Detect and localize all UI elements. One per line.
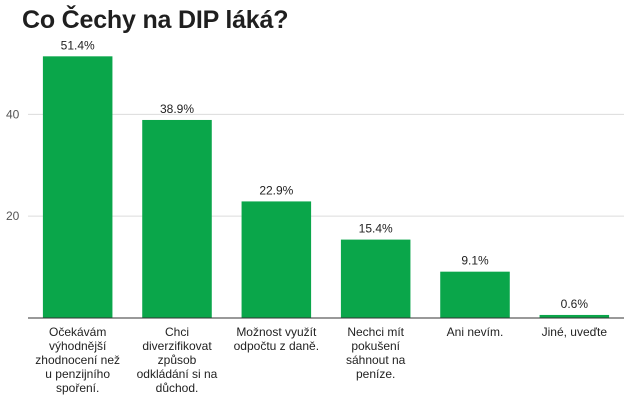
category-label: Možnost využít odpočtu z daně. (234, 325, 319, 353)
data-label: 0.6% (561, 297, 589, 311)
bar (340, 239, 411, 318)
category-label-line: diverzifikovat (142, 339, 212, 353)
gridlines (28, 113, 624, 217)
data-label: 51.4% (61, 38, 95, 52)
data-label: 9.1% (461, 254, 489, 268)
category-label: Ani nevím. (447, 325, 504, 339)
category-label: Jiné, uveďte (542, 325, 608, 339)
data-labels: 51.4% 38.9% 22.9% 15.4% 9.1% 0.6% (61, 38, 589, 311)
bar (42, 56, 113, 319)
category-label-line: odpočtu z daně. (234, 339, 319, 353)
category-label-line: Možnost využít (236, 325, 317, 339)
category-label-line: pokušení (351, 339, 400, 353)
chart-title: Co Čechy na DIP láká? (22, 6, 289, 34)
category-label: Chci diverzifikovat způsob odkládání si na d… (137, 325, 218, 395)
bar (241, 201, 312, 318)
category-label-line: peníze. (356, 367, 395, 381)
category-label-line: odkládání si na (137, 367, 218, 381)
category-label-line: Jiné, uveďte (542, 325, 608, 339)
category-label-line: Očekávám (49, 325, 106, 339)
bar (539, 314, 610, 318)
category-label: Očekávám výhodnější zhodnocení než u penzij… (35, 325, 120, 395)
y-tick-label: 20 (6, 209, 20, 223)
bars (42, 56, 610, 319)
category-labels: Očekávám výhodnější zhodnocení než u penzij… (35, 325, 607, 395)
category-label-line: výhodnější (49, 339, 107, 353)
category-label-line: spoření. (56, 381, 99, 395)
bar (142, 119, 212, 318)
category-label: Nechci mít pokušení sáhnout na peníze. (346, 325, 406, 381)
data-label: 22.9% (259, 183, 293, 197)
category-label-line: u penzijního (45, 367, 110, 381)
category-label-line: Nechci mít (347, 325, 404, 339)
category-label-line: sáhnout na (346, 353, 406, 367)
category-label-line: Ani nevím. (447, 325, 504, 339)
category-label-line: důchod. (156, 381, 199, 395)
bar (440, 271, 510, 318)
data-label: 38.9% (160, 102, 194, 116)
y-tick-label: 40 (6, 107, 20, 121)
data-label: 15.4% (359, 222, 393, 236)
category-label-line: způsob (158, 353, 197, 367)
category-label-line: zhodnocení než (35, 353, 120, 367)
category-label-line: Chci (165, 325, 189, 339)
